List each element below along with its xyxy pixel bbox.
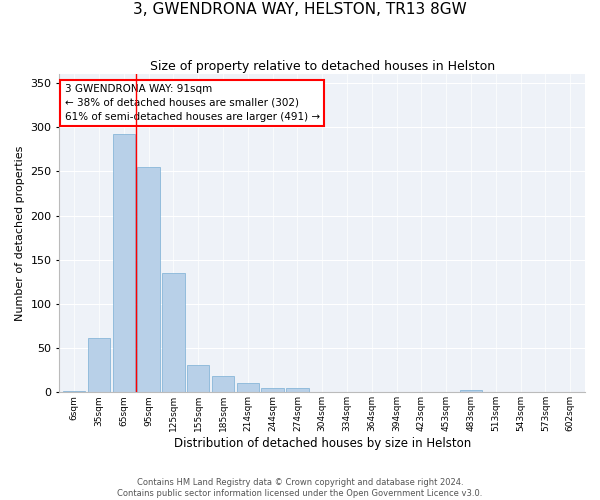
X-axis label: Distribution of detached houses by size in Helston: Distribution of detached houses by size … xyxy=(173,437,471,450)
Bar xyxy=(88,338,110,392)
Bar xyxy=(187,365,209,392)
Bar xyxy=(137,167,160,392)
Bar xyxy=(113,134,135,392)
Title: Size of property relative to detached houses in Helston: Size of property relative to detached ho… xyxy=(149,60,495,73)
Bar xyxy=(286,388,308,392)
Bar xyxy=(162,273,185,392)
Text: 3, GWENDRONA WAY, HELSTON, TR13 8GW: 3, GWENDRONA WAY, HELSTON, TR13 8GW xyxy=(133,2,467,18)
Bar xyxy=(236,382,259,392)
Y-axis label: Number of detached properties: Number of detached properties xyxy=(15,146,25,321)
Bar xyxy=(262,388,284,392)
Bar xyxy=(460,390,482,392)
Bar xyxy=(212,376,234,392)
Bar xyxy=(63,390,85,392)
Text: Contains HM Land Registry data © Crown copyright and database right 2024.
Contai: Contains HM Land Registry data © Crown c… xyxy=(118,478,482,498)
Text: 3 GWENDRONA WAY: 91sqm
← 38% of detached houses are smaller (302)
61% of semi-de: 3 GWENDRONA WAY: 91sqm ← 38% of detached… xyxy=(65,84,320,122)
